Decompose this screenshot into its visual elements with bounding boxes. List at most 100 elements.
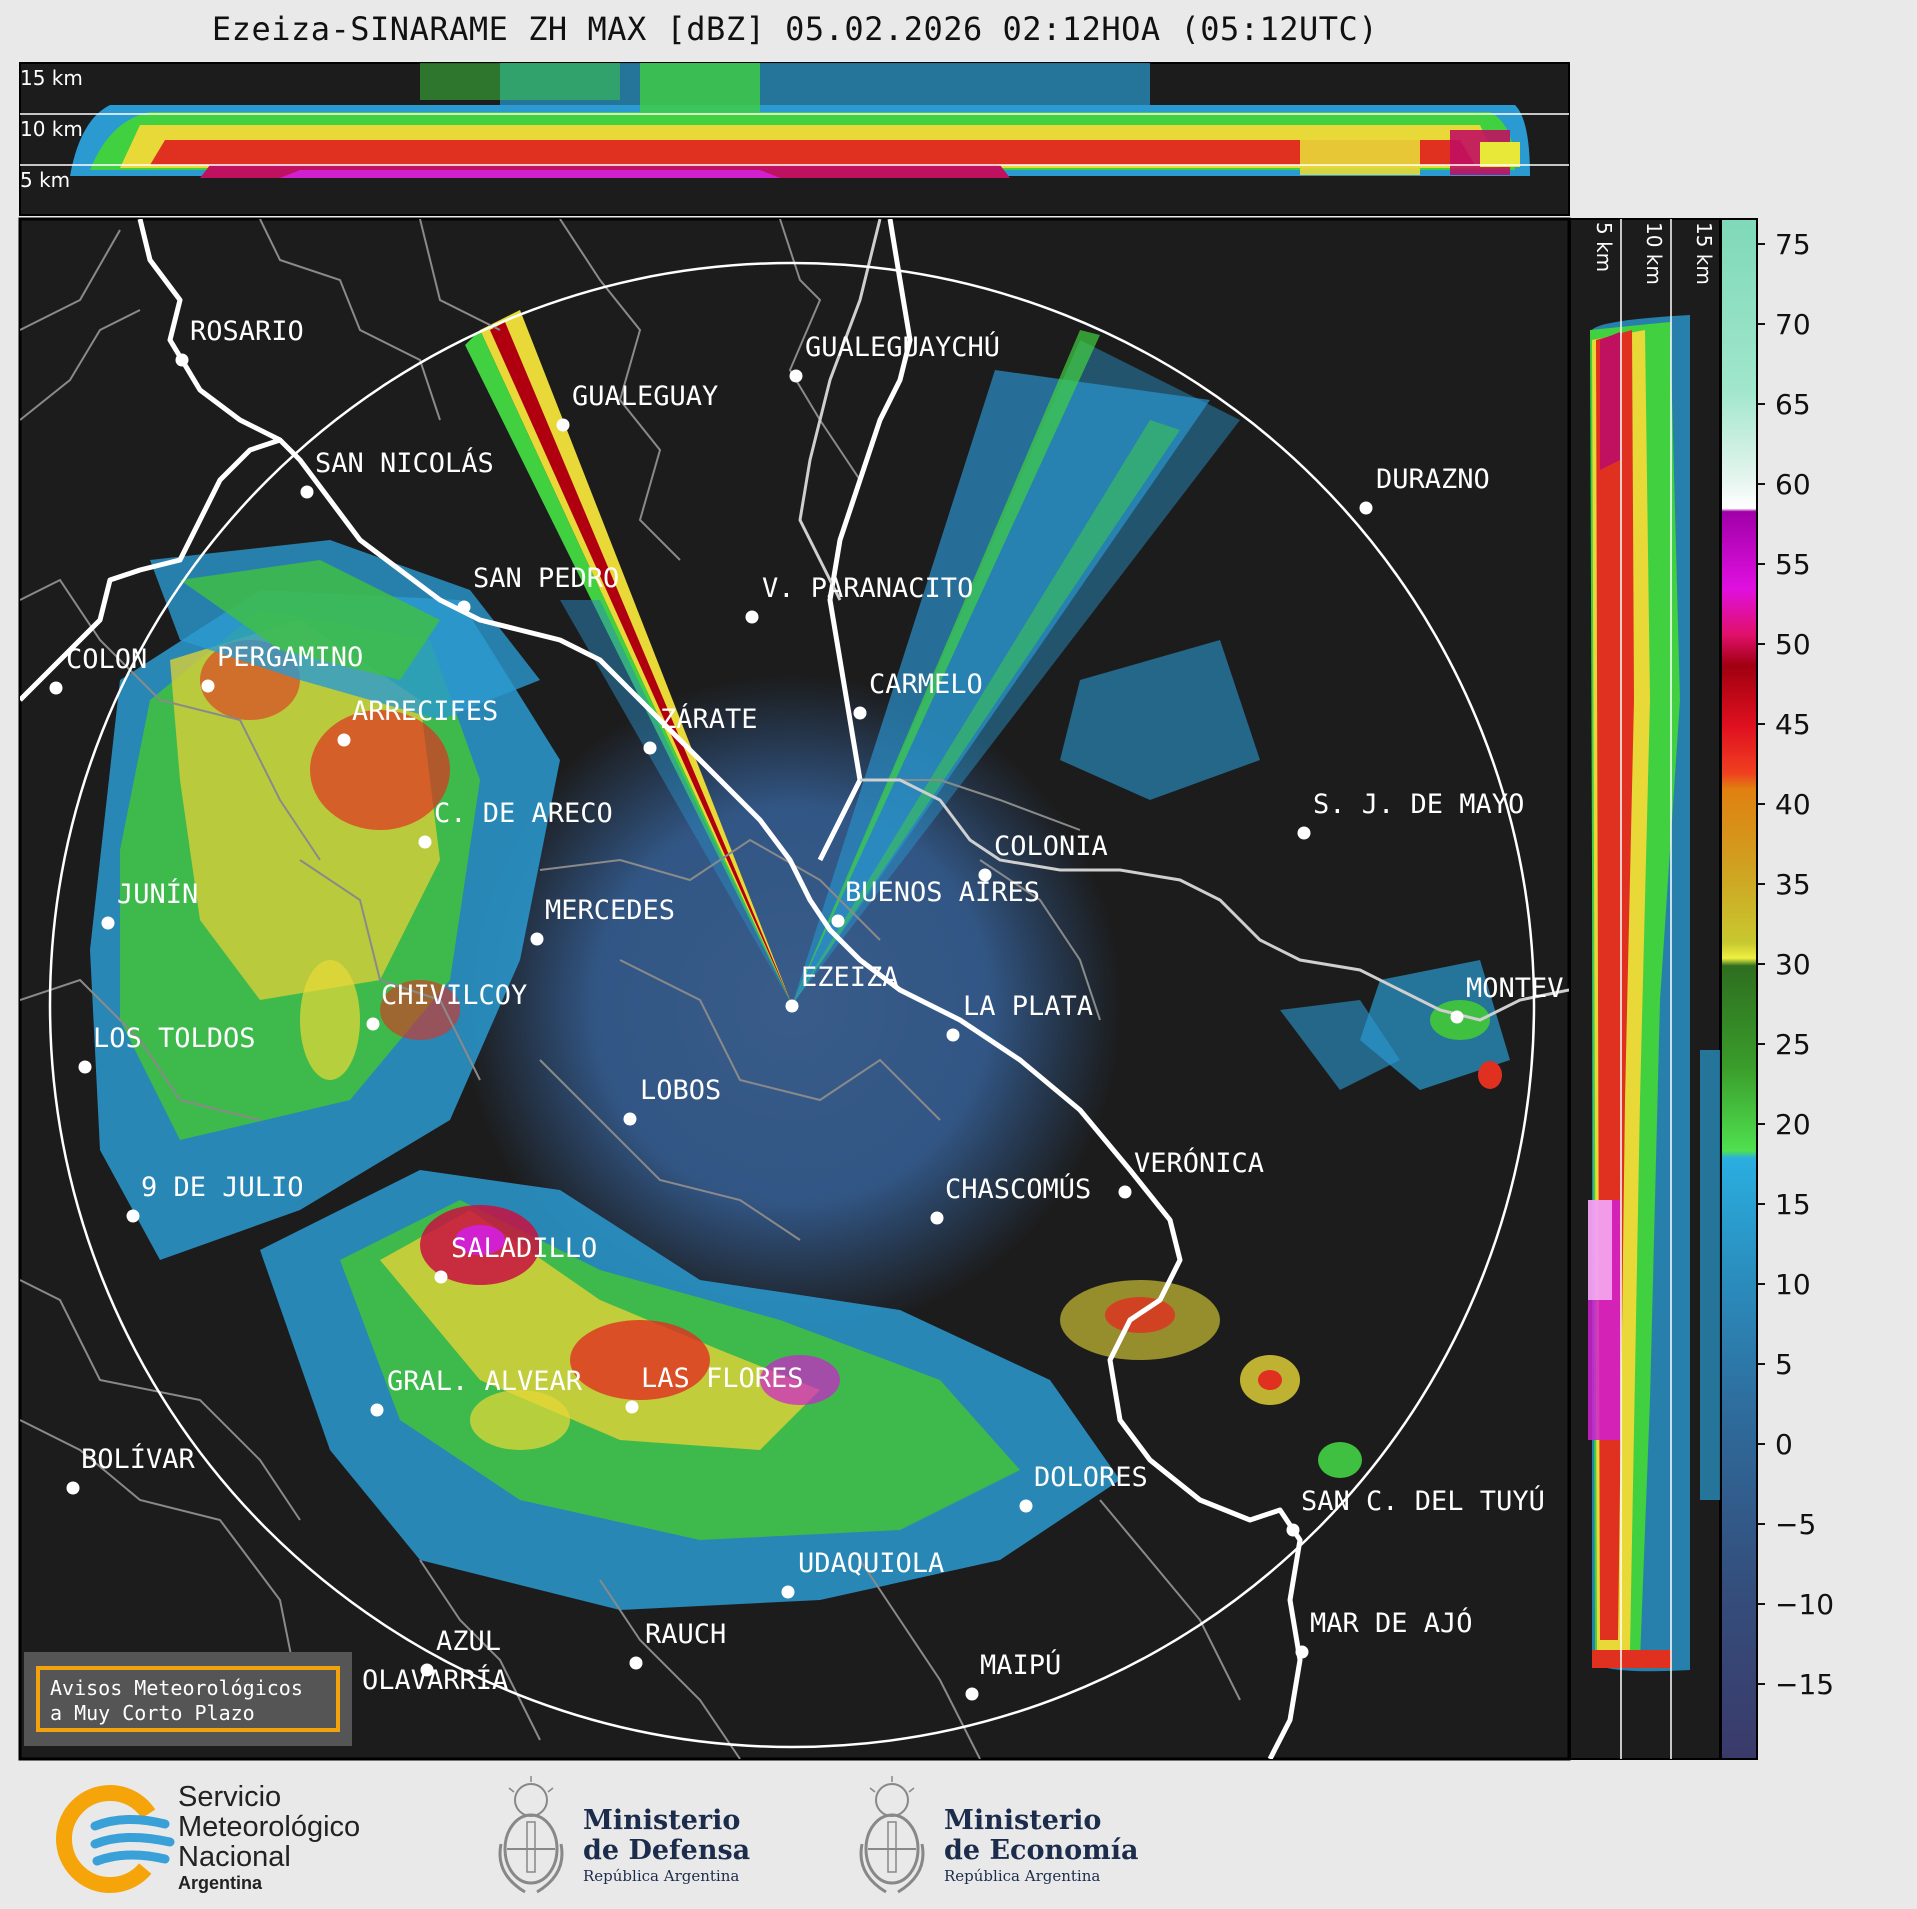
city-marker: AZUL [420, 1626, 501, 1677]
city-dot [965, 1687, 979, 1701]
city-marker: RAUCH [629, 1619, 726, 1670]
city-dot [78, 1060, 92, 1074]
plot-title: Ezeiza-SINARAME ZH MAX [dBZ] 05.02.2026 … [211, 10, 1379, 48]
top-height-label-5: 5 km [20, 168, 70, 192]
city-dot [629, 1656, 643, 1670]
colorbar-tick-label: 20 [1775, 1108, 1811, 1141]
radar-map: ROSARIO GUALEGUAYCHÚ GUALEGUAY SAN NICOLÁS D… [18, 217, 1571, 1761]
city-dot [1286, 1523, 1300, 1537]
city-dot [785, 999, 799, 1013]
defensa-line-2: de Defensa [583, 1835, 751, 1866]
city-label: CHIVILCOY [381, 980, 527, 1011]
city-label: PERGAMINO [217, 642, 363, 673]
notice-line-1: Avisos Meteorológicos [50, 1676, 303, 1700]
top-height-label-10: 10 km [20, 117, 83, 141]
national-shield-icon [859, 1776, 925, 1894]
notice-box[interactable]: Avisos Meteorológicos a Muy Corto Plazo [24, 1652, 352, 1746]
city-marker: LAS FLORES [625, 1363, 804, 1414]
city-marker: C. DE ARECO [418, 798, 613, 849]
city-marker: JUNÍN [101, 878, 198, 930]
city-label: RAUCH [645, 1619, 726, 1650]
city-dot [781, 1585, 795, 1599]
defensa-line-1: Ministerio [583, 1805, 741, 1836]
city-label: GUALEGUAY [572, 381, 718, 412]
city-dot [978, 868, 992, 882]
city-label: BUENOS AIRES [845, 877, 1040, 908]
notice-line-2: a Muy Corto Plazo [50, 1701, 255, 1725]
city-dot [66, 1481, 80, 1495]
city-marker: VERÓNICA [1118, 1147, 1264, 1199]
city-marker: 9 DE JULIO [126, 1172, 304, 1223]
city-dot [175, 353, 189, 367]
city-marker: LOS TOLDOS [78, 1023, 256, 1074]
city-marker: ZÁRATE [643, 703, 758, 755]
city-label: CARMELO [869, 669, 983, 700]
city-marker: SAN C. DEL TUYÚ [1286, 1485, 1545, 1537]
economia-line-3: República Argentina [944, 1867, 1101, 1885]
city-dot [366, 1017, 380, 1031]
national-shield-icon [498, 1776, 564, 1894]
city-marker: SALADILLO [434, 1233, 597, 1284]
city-marker: MERCEDES [530, 895, 675, 946]
city-dot [789, 369, 803, 383]
city-marker: GUALEGUAY [556, 381, 718, 432]
colorbar-tick-label: −5 [1775, 1508, 1816, 1541]
city-marker: COLON [49, 644, 147, 695]
city-label: COLON [66, 644, 147, 675]
city-dot [1019, 1499, 1033, 1513]
city-dot [337, 733, 351, 747]
city-marker: MONTEV [1450, 973, 1564, 1024]
city-marker: EZEIZA [785, 962, 899, 1013]
colorbar-tick-label: 0 [1775, 1428, 1793, 1461]
colorbar-tick-label: 60 [1775, 468, 1811, 501]
city-marker: SAN NICOLÁS [300, 447, 494, 499]
city-label: LOS TOLDOS [93, 1023, 256, 1054]
city-label: MERCEDES [545, 895, 675, 926]
city-marker: BOLÍVAR [66, 1443, 196, 1495]
city-label: ARRECIFES [352, 696, 498, 727]
city-dot [853, 706, 867, 720]
city-dot [1297, 826, 1311, 840]
precip-south [260, 1170, 1362, 1610]
city-label: CHASCOMÚS [945, 1173, 1091, 1205]
city-label: SAN C. DEL TUYÚ [1301, 1485, 1545, 1517]
smn-line-2: Meteorológico [178, 1811, 361, 1843]
city-marker: COLONIA [978, 831, 1108, 882]
precip-west [90, 590, 560, 1260]
city-markers: ROSARIO GUALEGUAYCHÚ GUALEGUAY SAN NICOLÁS D… [49, 316, 1564, 1716]
city-marker: GUALEGUAYCHÚ [789, 331, 1000, 383]
city-label: JUNÍN [117, 878, 198, 910]
right-height-label-5: 5 km [1592, 222, 1616, 272]
right-height-label-15: 15 km [1692, 222, 1716, 285]
city-label: DOLORES [1034, 1462, 1148, 1493]
city-label: SAN PEDRO [473, 563, 619, 594]
city-label: VERÓNICA [1134, 1147, 1264, 1179]
city-marker: ARRECIFES [337, 696, 498, 747]
city-dot [831, 914, 845, 928]
city-marker: DOLORES [1019, 1462, 1148, 1513]
city-label: MAIPÚ [980, 1649, 1061, 1681]
city-dot [946, 1028, 960, 1042]
city-dot [530, 932, 544, 946]
city-dot [745, 610, 759, 624]
city-marker: LOBOS [623, 1075, 721, 1126]
city-marker: LA PLATA [946, 991, 1093, 1042]
city-label: LOBOS [640, 1075, 721, 1106]
city-dot [370, 1403, 384, 1417]
city-dot [101, 916, 115, 930]
city-dot [1295, 1645, 1309, 1659]
city-dot [420, 1663, 434, 1677]
city-label: LA PLATA [963, 991, 1093, 1022]
city-dot [457, 600, 471, 614]
top-height-profile: 15 km 10 km 5 km [19, 62, 1570, 216]
city-label: ROSARIO [190, 316, 304, 347]
economia-logo: Ministerio de Economía República Argenti… [856, 1762, 1138, 1909]
smn-logo: Servicio Meteorológico Nacional Argentin… [55, 1762, 395, 1909]
colorbar-tick-label: 50 [1775, 628, 1811, 661]
right-height-profile: 5 km 10 km 15 km [1569, 218, 1721, 1760]
smn-line-1: Servicio [178, 1781, 282, 1813]
city-marker: BUENOS AIRES [831, 877, 1040, 928]
smn-emblem-icon [56, 1785, 175, 1893]
footer-logos: Servicio Meteorológico Nacional Argentin… [0, 1762, 1917, 1909]
